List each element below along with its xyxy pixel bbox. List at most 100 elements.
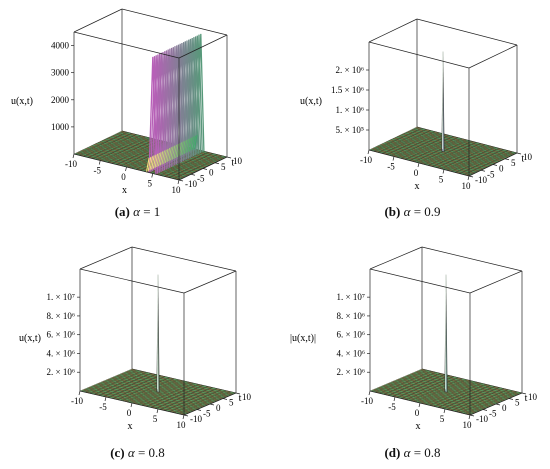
z-tick-label: 1. × 10⁶	[336, 105, 364, 115]
surface-ridge-line	[163, 49, 172, 167]
x-axis-label: x	[122, 185, 127, 196]
x-tick-label: 10	[463, 420, 473, 430]
surface-ridge-foot	[145, 157, 150, 173]
t-tick-label: -10	[185, 179, 197, 189]
t-axis-label: t	[231, 157, 234, 168]
t-tick-label: -5	[197, 173, 205, 183]
x-tick-mark	[418, 402, 421, 408]
surface-ridge-foot	[163, 149, 167, 164]
t-tick-label: -5	[487, 169, 495, 179]
x-axis-label: x	[416, 421, 421, 432]
surface-ridge-line	[177, 42, 186, 161]
surface-ridge-line	[180, 41, 190, 159]
surface-ridge-line	[148, 56, 157, 175]
alpha-symbol: α	[127, 445, 135, 460]
surface-ridge-foot	[185, 138, 189, 154]
x-axis-label: x	[415, 181, 420, 192]
t-tick-label: 10	[242, 392, 252, 402]
surface-ridge-foot	[159, 151, 164, 166]
caption-label: (b)	[384, 204, 401, 219]
t-tick-label: -10	[476, 414, 488, 424]
x-tick-label: 0	[415, 408, 420, 418]
surface-ridge-line	[194, 34, 203, 153]
box-edge	[368, 41, 470, 69]
t-tick-label: -10	[475, 175, 487, 185]
alpha-value: = 0.8	[413, 445, 441, 460]
z-tick-label: 3000	[51, 68, 70, 78]
z-tick-label: 1. × 10⁷	[47, 292, 75, 302]
x-tick-mark	[368, 390, 371, 396]
x-tick-mark	[130, 402, 133, 408]
z-tick-label: 4000	[51, 41, 70, 51]
surface-ridge-foot	[154, 153, 159, 168]
box-edge	[73, 8, 123, 33]
surface-ridge-line	[151, 55, 160, 173]
z-tick-label: 4. × 10⁶	[47, 348, 75, 358]
surface-ridge-line	[170, 46, 179, 164]
t-tick-label: 0	[209, 168, 214, 178]
t-tick-mark	[209, 403, 215, 406]
t-tick-mark	[508, 398, 514, 400]
x-tick-label: 5	[153, 414, 158, 424]
t-tick-mark	[468, 175, 474, 178]
box-edge	[178, 34, 228, 59]
t-tick-mark	[521, 392, 527, 395]
x-tick-mark	[104, 396, 107, 402]
box-edge	[416, 18, 518, 46]
surface-ridge-foot	[180, 141, 184, 156]
caption-d: (d) α = 0.8	[275, 445, 550, 461]
box-edge	[183, 270, 237, 294]
surface-ridge-foot	[193, 134, 198, 150]
surface-ridge-foot	[161, 150, 165, 165]
z-axis-label: u(x,t)	[11, 96, 33, 107]
t-tick-mark	[183, 414, 189, 417]
z-axis-label: u(x,t)	[300, 96, 322, 107]
caption-label: (d)	[384, 445, 401, 460]
surface-ridge-line	[191, 36, 200, 154]
x-tick-label: -10	[360, 155, 372, 165]
x-tick-mark	[125, 166, 127, 172]
alpha-symbol: α	[403, 445, 411, 460]
t-tick-mark	[235, 392, 241, 395]
z-tick-label: 6. × 10⁶	[337, 330, 365, 340]
box-edge	[369, 246, 423, 270]
caption-label: (c)	[110, 445, 125, 460]
surface-ridge-foot	[181, 140, 186, 155]
alpha-value: = 0.8	[137, 445, 165, 460]
x-tick-mark	[156, 408, 159, 414]
surface-ridge-foot	[188, 137, 193, 152]
z-tick-label: 1000	[51, 122, 70, 132]
box-edge	[368, 18, 418, 43]
x-tick-mark	[417, 162, 420, 168]
t-tick-mark	[469, 414, 475, 417]
z-tick-label: 1.5 × 10⁶	[331, 85, 364, 95]
x-axis-label: x	[128, 421, 133, 432]
surface-ridge-foot	[152, 154, 157, 169]
surface-ridge-line	[165, 48, 174, 167]
z-tick-label: 6. × 10⁶	[47, 330, 75, 340]
surface-spike-highlight	[157, 274, 159, 390]
caption-c: (c) α = 0.8	[0, 445, 275, 461]
t-tick-label: 5	[511, 158, 516, 168]
x-tick-mark	[151, 173, 154, 178]
box-edge	[131, 246, 237, 272]
t-tick-label: 10	[233, 156, 243, 166]
t-tick-mark	[504, 158, 510, 161]
t-tick-label: 5	[221, 162, 226, 172]
alpha-symbol: α	[403, 204, 411, 219]
surface-ridge-foot	[190, 136, 195, 151]
surface-ridge-foot	[168, 147, 172, 162]
surface-ridge-line	[160, 51, 169, 169]
surface-ridge-line	[192, 35, 202, 153]
alpha-value: = 1	[143, 204, 161, 219]
surface-spike-highlight	[445, 274, 447, 390]
x-tick-mark	[98, 160, 101, 165]
caption-a: (a) α = 1	[0, 204, 275, 220]
surface-ridge-line	[156, 52, 166, 171]
z-tick-label: 2. × 10⁶	[337, 367, 365, 377]
caption-label: (a)	[114, 204, 130, 219]
x-tick-label: -10	[361, 396, 373, 406]
x-tick-mark	[72, 153, 75, 159]
